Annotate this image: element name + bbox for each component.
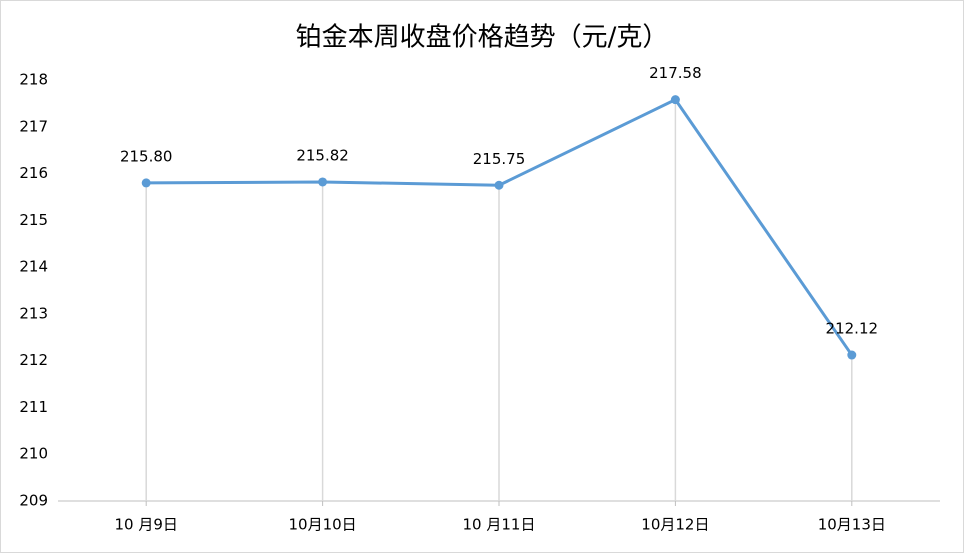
- point: [494, 180, 504, 190]
- y-tick-label: 210: [19, 445, 48, 463]
- y-tick-label: 214: [19, 258, 48, 276]
- y-tick-label: 216: [19, 164, 48, 182]
- point: [847, 350, 857, 360]
- x-tick-label: 10月10日: [289, 516, 357, 534]
- x-tick-label: 10月12日: [641, 516, 709, 534]
- value-label: 217.58: [649, 64, 702, 82]
- point: [670, 95, 680, 105]
- x-tick-label: 10 月9日: [114, 516, 177, 534]
- y-tick-label: 209: [19, 492, 48, 510]
- y-tick-label: 211: [19, 398, 48, 416]
- value-label: 215.80: [120, 147, 173, 165]
- chart-title: 铂金本周收盘价格趋势（元/克）: [296, 23, 669, 53]
- y-tick-label: 218: [19, 71, 48, 89]
- y-tick-label: 213: [19, 304, 48, 322]
- y-tick-label: 215: [19, 211, 48, 229]
- point: [318, 177, 328, 187]
- x-tick-label: 10月13日: [818, 516, 886, 534]
- value-label: 212.12: [826, 320, 879, 338]
- value-label: 215.82: [296, 146, 349, 164]
- x-tick-label: 10 月11日: [463, 516, 536, 534]
- point: [141, 178, 151, 188]
- y-tick-label: 212: [19, 351, 48, 369]
- y-tick-label: 217: [19, 117, 48, 135]
- value-label: 215.75: [473, 150, 526, 168]
